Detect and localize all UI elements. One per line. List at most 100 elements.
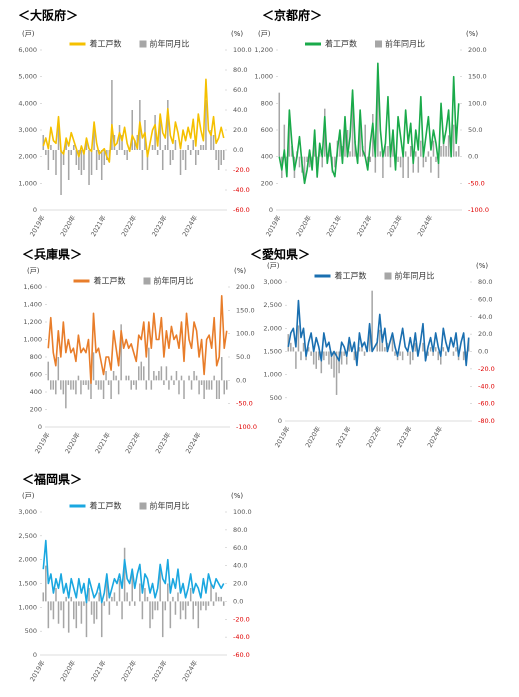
bar: [220, 357, 223, 381]
y2-tick-label: -50.0: [236, 400, 253, 408]
bar: [462, 351, 465, 361]
bar: [52, 380, 55, 390]
y2-tick-label: 0.0: [236, 376, 246, 384]
bar: [409, 146, 412, 157]
bar: [190, 380, 193, 390]
bar: [195, 150, 197, 165]
bar: [164, 601, 167, 611]
bar: [42, 135, 45, 150]
bar: [55, 380, 57, 395]
bar: [55, 150, 57, 175]
bar: [60, 601, 62, 611]
bar: [374, 156, 377, 173]
bar: [47, 361, 50, 381]
bar: [80, 380, 82, 395]
x-tick-label: 2022年: [364, 424, 384, 449]
chart-title: ＜兵庫県＞: [22, 247, 82, 262]
bar: [318, 151, 321, 157]
y-tick-label: 2,000: [18, 556, 37, 564]
y-tick-label: 3,000: [18, 126, 37, 134]
y-tick-label: 1,600: [23, 283, 42, 291]
x-tick-label: 2023年: [394, 424, 414, 449]
legend-label: 着工戸数: [325, 39, 357, 49]
bar: [442, 347, 445, 352]
y-tick-label: 1,000: [18, 603, 37, 611]
y2-tick-label: -60.0: [233, 651, 250, 659]
bar: [283, 124, 286, 157]
bar: [78, 150, 80, 170]
y2-axis-unit: (%): [231, 492, 243, 500]
bar: [148, 347, 150, 381]
y2-tick-label: 40.0: [233, 562, 247, 570]
bar: [67, 150, 70, 180]
line: [287, 299, 470, 367]
legend-label: 着工戸数: [90, 39, 122, 49]
bar: [141, 150, 144, 170]
bar: [73, 145, 75, 150]
bar: [116, 150, 118, 155]
y-tick-label: 5,000: [18, 73, 37, 81]
bar: [372, 114, 374, 157]
bar: [98, 150, 100, 160]
bar: [85, 140, 88, 150]
bar: [78, 601, 80, 606]
bar: [452, 124, 455, 157]
bar: [134, 601, 136, 606]
bar: [154, 601, 156, 611]
x-tick-label: 2022年: [119, 658, 139, 683]
bar: [62, 150, 65, 165]
y2-axis-unit: (%): [466, 30, 478, 38]
bar: [165, 366, 168, 381]
bar: [320, 351, 323, 374]
bar: [440, 146, 442, 157]
bar: [422, 342, 424, 352]
bar: [208, 380, 210, 390]
bar: [198, 380, 200, 395]
bar: [57, 601, 60, 624]
bar: [131, 110, 133, 150]
y-tick-label: 2,500: [263, 301, 282, 309]
y2-tick-label: 20.0: [478, 330, 492, 338]
bar: [338, 351, 340, 374]
bar: [382, 156, 384, 178]
bar: [349, 151, 351, 157]
y-axis-unit: (戸): [22, 492, 35, 500]
bar: [121, 135, 123, 150]
bar: [77, 375, 80, 381]
bar: [223, 380, 225, 395]
y-tick-label: 800: [261, 99, 273, 107]
bar: [455, 151, 457, 157]
bar: [195, 601, 197, 606]
bar: [92, 352, 95, 381]
bar: [184, 150, 187, 170]
legend-label: 前年同月比: [150, 39, 190, 49]
bar: [222, 601, 225, 606]
y-tick-label: 1,200: [23, 318, 42, 326]
bar: [346, 130, 349, 157]
bar: [145, 380, 148, 390]
bar: [172, 150, 174, 160]
bar: [445, 146, 447, 157]
bar: [399, 156, 402, 168]
y2-tick-label: 50.0: [236, 353, 250, 361]
bar: [391, 334, 394, 352]
bar: [100, 380, 102, 390]
bar: [218, 380, 220, 399]
x-tick-label: 2023年: [385, 213, 405, 238]
y-tick-label: 4,000: [18, 99, 37, 107]
y2-tick-label: -20.0: [233, 615, 250, 623]
y2-tick-label: -50.0: [468, 179, 485, 187]
bar: [169, 601, 172, 629]
bar: [88, 150, 90, 185]
y-axis-unit: (戸): [27, 267, 40, 275]
bar: [127, 375, 130, 381]
bar: [150, 380, 153, 390]
bar: [210, 130, 212, 150]
chart-title: ＜大阪府＞: [18, 8, 78, 23]
bar: [110, 380, 112, 399]
bar: [178, 380, 180, 395]
bar: [88, 587, 90, 602]
x-tick-label: 2021年: [93, 430, 113, 455]
bar: [358, 347, 361, 352]
chart-panel: ＜福岡県＞ (戸) (%) 0 500 1,000 1,500 2,000 2,500 3,000…: [18, 472, 251, 683]
